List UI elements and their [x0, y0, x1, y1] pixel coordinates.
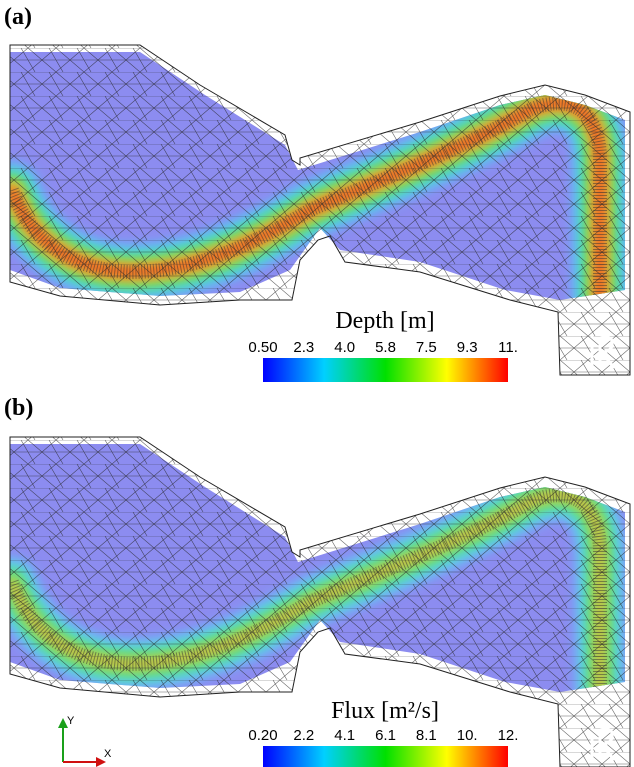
mesh: [10, 45, 630, 375]
colorbar-tick-label: 4.1: [334, 727, 355, 744]
mesh-boundary: [9, 436, 631, 767]
colorbar-tick-label: 11.: [498, 339, 518, 356]
panel-label: (a): [4, 4, 32, 30]
colorbar: [263, 358, 508, 382]
mesh-grid: [10, 437, 630, 767]
colorbar-ticks: 0.20 2.2 4.1 6.1 8.1 10. 12.: [248, 727, 518, 744]
colorbar: [263, 746, 508, 767]
colorbar-tick-label: 2.3: [293, 339, 314, 356]
axis-label: Y: [67, 715, 75, 727]
river-core-mesh: [10, 488, 607, 692]
colorbar-tick-label: 5.8: [375, 339, 396, 356]
colorbar-tick-label: 0.20: [248, 727, 277, 744]
colorbar-title: Flux [m²/s]: [331, 698, 439, 724]
logo: [590, 726, 616, 761]
colorbar-tick-label: 10.: [457, 727, 478, 744]
colorbar-tick-label: 8.1: [416, 727, 437, 744]
axis-triad: Y X: [58, 715, 112, 767]
colorbar-tick-label: 9.3: [457, 339, 478, 356]
y-arrow-head: [58, 718, 68, 728]
x-arrow-head: [96, 757, 106, 767]
axis-label: X: [104, 748, 112, 760]
colorbar-tick-label: 2.2: [293, 727, 314, 744]
panel-a: [9, 44, 631, 376]
panel-label: (b): [4, 395, 33, 421]
river-core-mesh: [10, 96, 607, 300]
mesh: [10, 437, 630, 767]
colorbar-tick-label: 12.: [498, 727, 519, 744]
colorbar-ticks: 0.50 2.3 4.0 5.8 7.5 9.3 11.: [248, 339, 517, 356]
colorbar-tick-label: 0.50: [248, 339, 277, 356]
colorbar-tick-label: 4.0: [334, 339, 355, 356]
logo: [590, 334, 616, 369]
panel-b: [9, 436, 631, 767]
colorbar-tick-label: 6.1: [375, 727, 396, 744]
mesh-grid: [10, 45, 630, 375]
colorbar-tick-label: 7.5: [416, 339, 437, 356]
colorbar-title: Depth [m]: [335, 308, 434, 334]
mesh-boundary: [9, 44, 631, 376]
